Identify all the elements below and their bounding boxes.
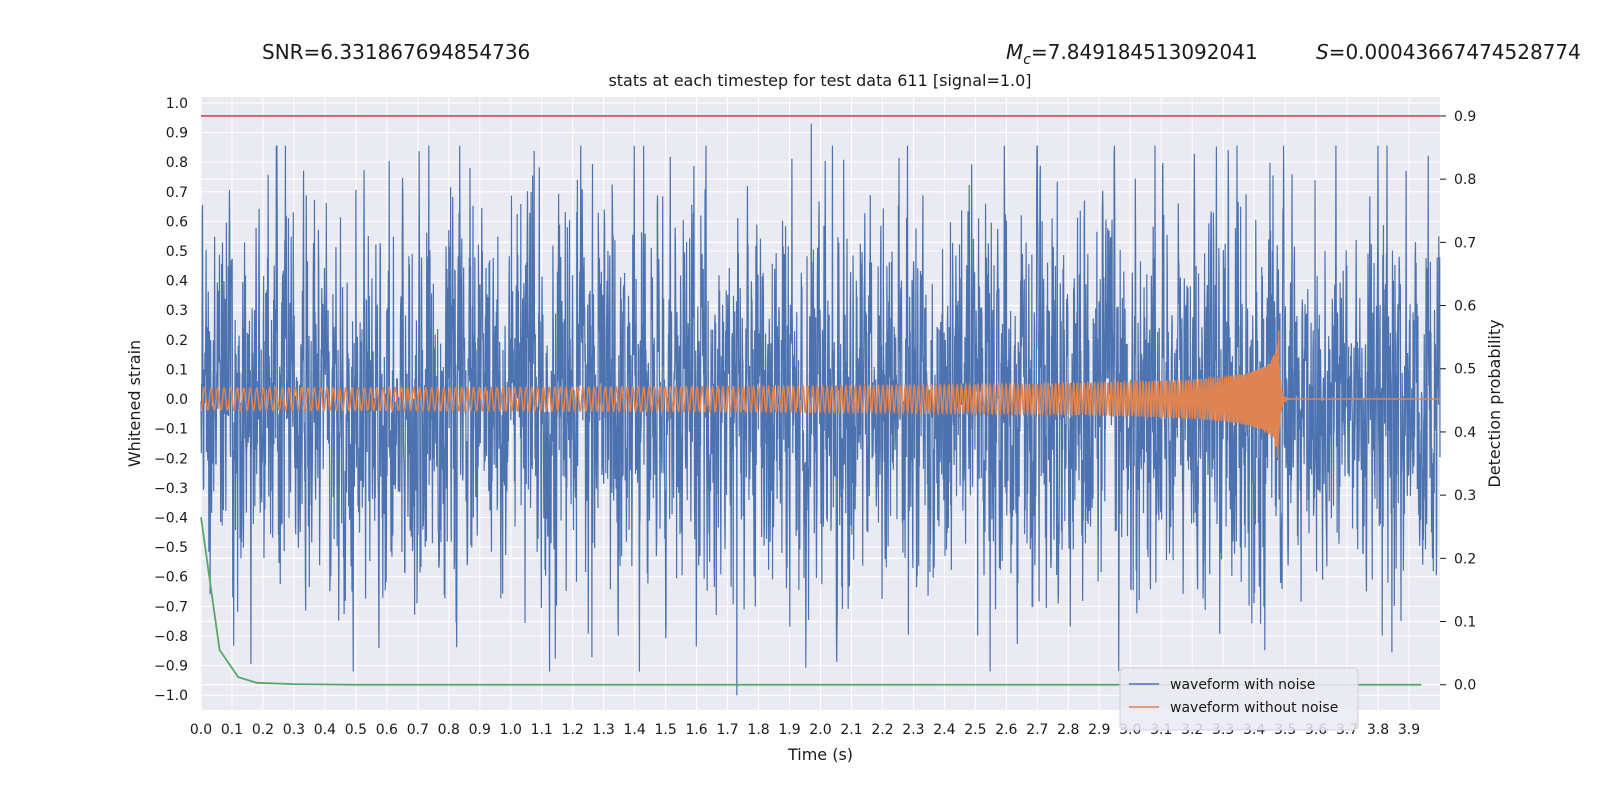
legend-box: [1119, 667, 1359, 731]
x-tick-label: 2.5: [964, 722, 986, 738]
x-tick-label: 0.4: [314, 722, 336, 738]
x-tick-label: 2.1: [840, 722, 862, 738]
x-tick-label: 2.6: [995, 722, 1017, 738]
series-line-clean-waveform: [200, 331, 1440, 458]
x-tick-label: 1.8: [747, 722, 769, 738]
y-tick-label-right: 0.0: [1454, 678, 1476, 694]
y-tick-label-right: 0.7: [1454, 235, 1476, 251]
snr-readout: SNR=6.331867694854736: [262, 40, 531, 64]
y-tick-label-left: 1.0: [166, 96, 188, 112]
x-tick-label: 2.0: [809, 722, 831, 738]
y-tick-label-right: 0.8: [1454, 172, 1476, 188]
y-tick-label-left: −0.2: [154, 451, 188, 467]
y-axis-label-left: Whitened strain: [125, 340, 144, 467]
spin-value: =0.00043667474528774: [1328, 40, 1581, 64]
chart-title: stats at each timestep for test data 611…: [608, 71, 1032, 90]
series-layer: [200, 115, 1441, 696]
y-tick-label-left: −0.4: [154, 511, 188, 527]
y-tick-label-left: −0.8: [154, 629, 188, 645]
x-tick-label: 0.7: [407, 722, 429, 738]
legend-label: waveform with noise: [1170, 677, 1315, 693]
axes-layer: 0.0 0.1 0.2 0.3 0.4 0.5 0.6 0.7 0.8 0.9 1.0 1.1 1.2 1…: [154, 96, 1476, 738]
y-tick-label-left: 0.4: [166, 274, 188, 290]
legend-label: waveform without noise: [1170, 700, 1338, 716]
y-tick-label-right: 0.6: [1454, 299, 1476, 315]
y-tick-label-left: 0.6: [166, 214, 188, 230]
x-tick-label: 2.9: [1088, 722, 1110, 738]
x-tick-label: 3.9: [1398, 722, 1420, 738]
chirp-mass-value: =7.849184513092041: [1030, 40, 1258, 64]
y-tick-label-left: 0.3: [166, 303, 188, 319]
x-axis-label: Time (s): [787, 745, 853, 764]
y-tick-label-left: −1.0: [154, 688, 188, 704]
chirp-mass-symbol: M: [1006, 40, 1024, 64]
chirp-mass-subscript: c: [1023, 52, 1031, 68]
y-tick-label-left: −0.9: [154, 659, 188, 675]
y-tick-label-right: 0.4: [1454, 425, 1476, 441]
series-line-detection-probability: [200, 517, 1422, 686]
x-tick-label: 0.8: [438, 722, 460, 738]
y-axis-label-right: Detection probability: [1485, 319, 1504, 487]
chirp-mass-readout: Mc=7.849184513092041: [1006, 40, 1258, 68]
x-tick-label: 0.3: [283, 722, 305, 738]
x-tick-label: 1.6: [685, 722, 707, 738]
spin-symbol: S: [1316, 40, 1329, 64]
x-tick-label: 0.6: [376, 722, 398, 738]
x-tick-label: 1.2: [562, 722, 584, 738]
y-tick-label-right: 0.2: [1454, 551, 1476, 567]
x-tick-label: 0.0: [190, 722, 212, 738]
spin-readout: S=0.00043667474528774: [1316, 40, 1581, 64]
x-tick-label: 2.7: [1026, 722, 1048, 738]
x-tick-label: 1.9: [778, 722, 800, 738]
y-tick-label-left: 0.1: [166, 362, 188, 378]
x-tick-label: 1.7: [716, 722, 738, 738]
x-tick-label: 2.8: [1057, 722, 1079, 738]
x-tick-label: 2.3: [902, 722, 924, 738]
x-tick-label: 0.1: [221, 722, 243, 738]
y-tick-label-left: 0.9: [166, 126, 188, 142]
y-tick-label-left: −0.1: [154, 422, 188, 438]
legend: waveform with noise waveform without nois…: [1119, 667, 1359, 731]
y-tick-label-right: 0.9: [1454, 109, 1476, 125]
x-tick-label: 2.2: [871, 722, 893, 738]
y-tick-label-left: 0.8: [166, 155, 188, 171]
y-tick-label-left: 0.0: [166, 392, 188, 408]
x-tick-label: 0.2: [252, 722, 274, 738]
x-tick-label: 3.8: [1367, 722, 1389, 738]
y-tick-label-left: −0.5: [154, 540, 188, 556]
x-tick-label: 1.1: [531, 722, 553, 738]
x-tick-label: 1.5: [654, 722, 676, 738]
y-tick-label-right: 0.3: [1454, 488, 1476, 504]
x-tick-label: 1.3: [593, 722, 615, 738]
x-tick-label: 1.0: [500, 722, 522, 738]
y-tick-label-left: 0.7: [166, 185, 188, 201]
x-tick-label: 2.4: [933, 722, 955, 738]
y-tick-label-left: −0.7: [154, 599, 188, 615]
y-tick-label-left: 0.5: [166, 244, 188, 260]
y-tick-label-right: 0.5: [1454, 362, 1476, 378]
y-tick-label-right: 0.1: [1454, 615, 1476, 631]
y-tick-label-left: −0.3: [154, 481, 188, 497]
x-tick-label: 1.4: [624, 722, 646, 738]
y-tick-label-left: −0.6: [154, 570, 188, 586]
series-line-noisy-waveform: [200, 123, 1441, 696]
x-tick-label: 0.9: [469, 722, 491, 738]
x-tick-label: 0.5: [345, 722, 367, 738]
y-tick-label-left: 0.2: [166, 333, 188, 349]
